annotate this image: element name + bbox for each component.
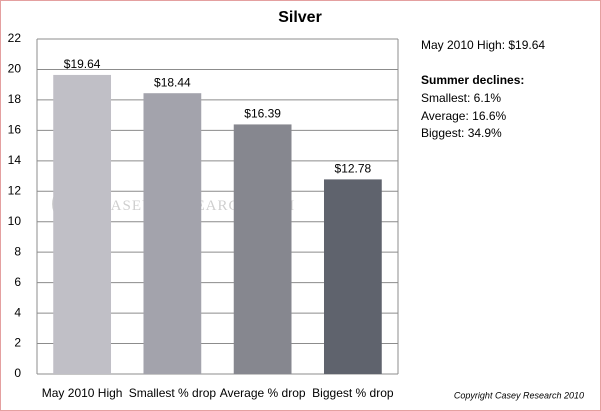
- y-tick-label: 22: [8, 31, 22, 45]
- y-tick-label: 6: [14, 275, 21, 289]
- y-tick-label: 8: [14, 244, 21, 258]
- bar: [143, 93, 202, 374]
- annotation: Smallest: 6.1%: [421, 91, 501, 105]
- x-tick-label: Smallest % drop: [129, 386, 217, 400]
- chart-title: Silver: [278, 9, 322, 26]
- x-tick-label: May 2010 High: [42, 386, 123, 400]
- y-tick-label: 12: [8, 183, 22, 197]
- y-tick-label: 16: [8, 123, 22, 137]
- annotation: May 2010 High: $19.64: [421, 38, 545, 52]
- y-tick-label: 10: [8, 214, 22, 228]
- y-tick-label: 4: [14, 305, 21, 319]
- value-label: $19.64: [64, 57, 101, 71]
- value-label: $12.78: [335, 162, 372, 176]
- x-tick-label: Average % drop: [220, 386, 306, 400]
- annotation: Biggest: 34.9%: [421, 126, 502, 140]
- y-tick-label: 20: [8, 62, 22, 76]
- value-label: $18.44: [154, 75, 191, 89]
- y-tick-label: 2: [14, 336, 21, 350]
- x-tick-label: Biggest % drop: [312, 386, 394, 400]
- value-label: $16.39: [244, 107, 281, 121]
- bar: [53, 74, 112, 374]
- copyright: Copyright Casey Research 2010: [454, 390, 584, 400]
- y-tick-label: 0: [14, 366, 21, 380]
- bar: [323, 179, 382, 374]
- y-tick-label: 18: [8, 92, 22, 106]
- annotation: Average: 16.6%: [421, 109, 507, 123]
- y-tick-label: 14: [8, 153, 22, 167]
- bar: [233, 124, 292, 374]
- annotation: Summer declines:: [421, 73, 524, 87]
